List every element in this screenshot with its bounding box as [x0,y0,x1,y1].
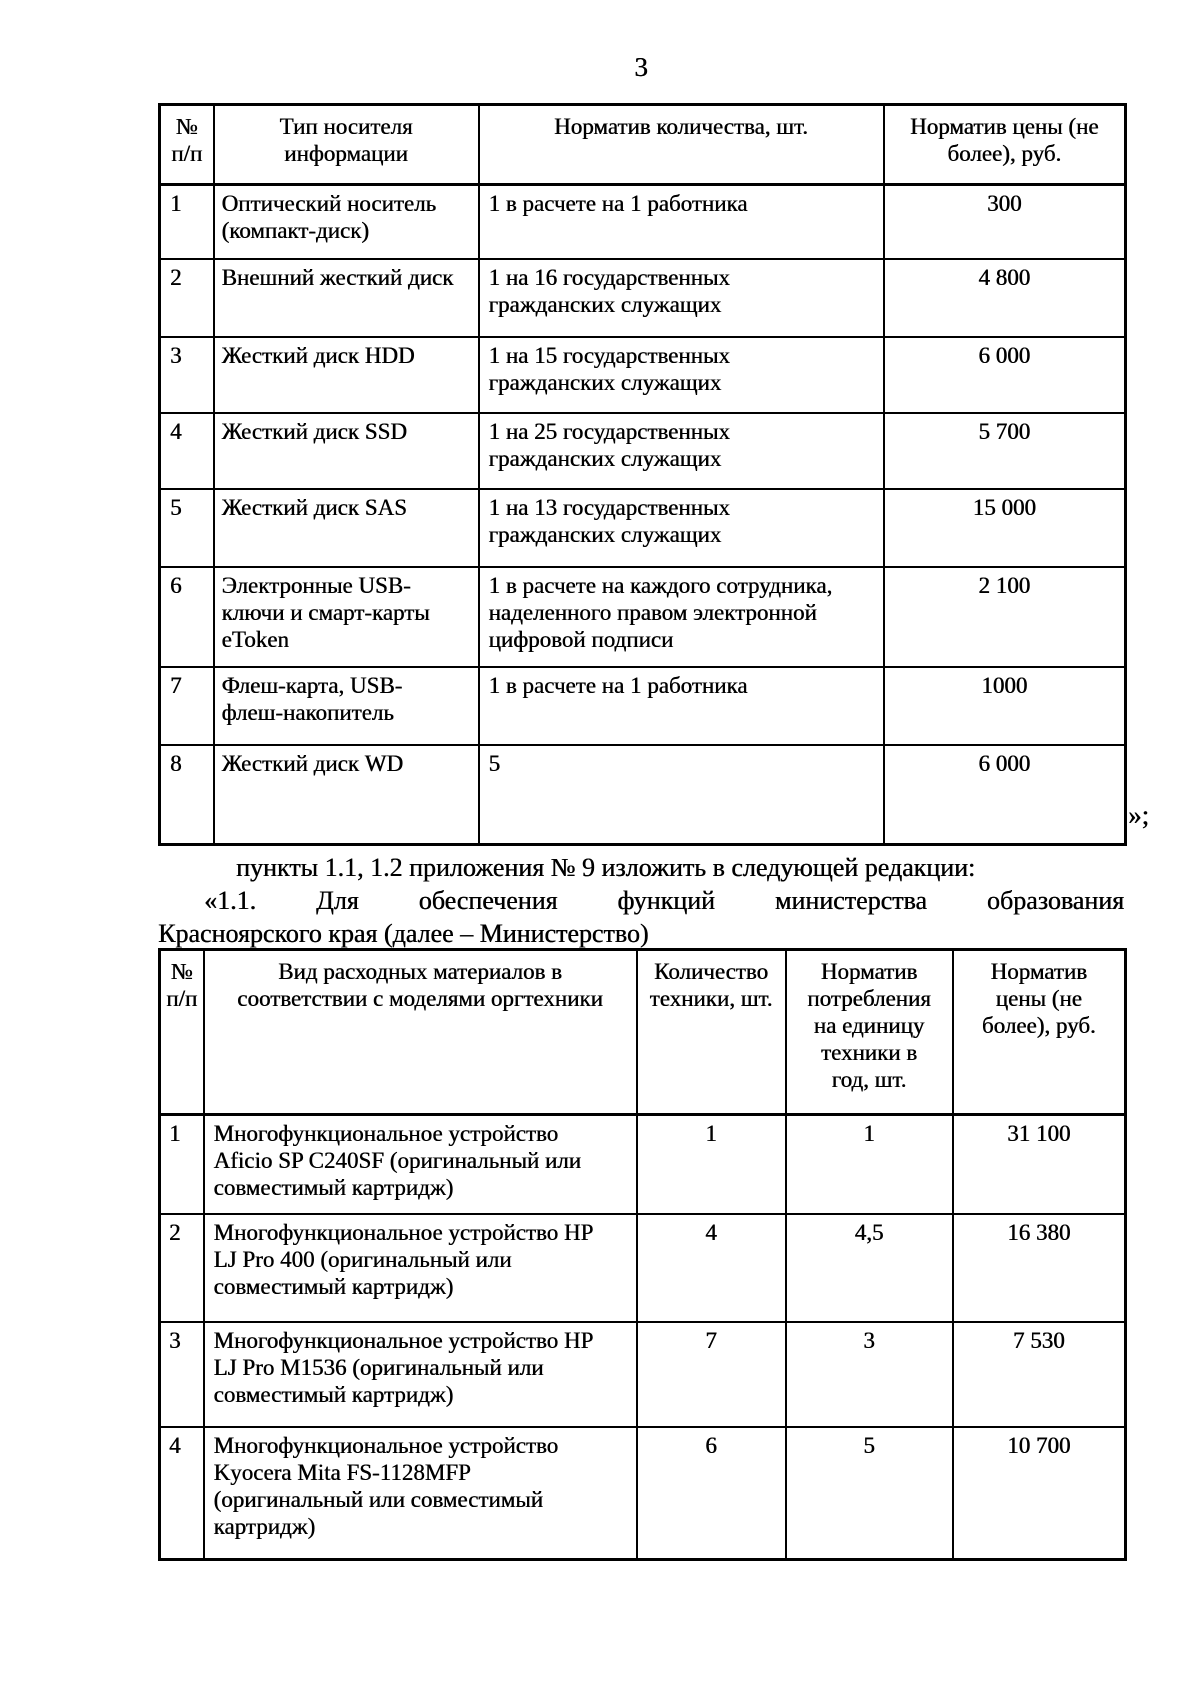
table-row: 7 Флеш-карта, USB- флеш-накопитель 1 в р… [158,665,1127,746]
price-standard-cell: 15 000 [882,487,1127,568]
clause-1-1-line: «1.1. Для обеспечения функций министерст… [204,886,1124,915]
col-header-media-type: Тип носителя информации [212,103,480,186]
table-row: 2 Многофункциональное устройство HP LJ P… [158,1212,1127,1323]
media-type-cell: Жесткий диск SAS [212,487,480,568]
media-type-cell: Внешний жесткий диск [212,257,480,338]
consumables-table-body: 1 Многофункциональное устройство Aficio … [158,1113,1127,1561]
col-header-consumption-standard: Норматив потребления на единицу техники … [784,948,954,1116]
col-header-price-standard: Норматив цены (не более), руб. [882,103,1127,186]
closing-quote-mark: »; [1128,800,1150,830]
media-type-cell: Электронные USB- ключи и смарт-карты eTo… [212,565,480,668]
page-number: 3 [634,52,648,82]
material-type-cell: Многофункциональное устройство HP LJ Pro… [202,1212,638,1323]
row-number-cell: 1 [158,183,215,260]
table-row: 4 Жесткий диск SSD 1 на 25 государственн… [158,411,1127,490]
quantity-standard-cell: 1 на 15 государственных гражданских служ… [477,335,885,414]
equipment-count-cell: 4 [635,1212,787,1323]
table-row: 3 Многофункциональное устройство HP LJ P… [158,1320,1127,1428]
quantity-standard-cell: 1 в расчете на 1 работника [477,183,885,260]
price-standard-cell: 1000 [882,665,1127,746]
row-number-cell: 2 [158,1212,205,1323]
clause-1-1-continuation-line: Красноярского края (далее – Министерство… [158,919,649,948]
media-standards-table: № п/п Тип носителя информации Норматив к… [158,103,1127,846]
table-row: 6 Электронные USB- ключи и смарт-карты e… [158,565,1127,668]
row-number-cell: 6 [158,565,215,668]
quantity-standard-cell: 5 [477,743,885,846]
consumption-standard-cell: 4,5 [784,1212,954,1323]
row-number-cell: 3 [158,335,215,414]
table-row: 1 Оптический носитель (компакт-диск) 1 в… [158,183,1127,260]
table-row: 1 Многофункциональное устройство Aficio … [158,1113,1127,1215]
row-number-cell: 5 [158,487,215,568]
media-table-body: 1 Оптический носитель (компакт-диск) 1 в… [158,183,1127,846]
table-row: 2 Внешний жесткий диск 1 на 16 государст… [158,257,1127,338]
price-standard-cell: 4 800 [882,257,1127,338]
col-header-row-number: № п/п [158,948,205,1116]
media-type-cell: Жесткий диск HDD [212,335,480,414]
price-standard-cell: 5 700 [882,411,1127,490]
row-number-cell: 3 [158,1320,205,1428]
price-standard-cell: 7 530 [951,1320,1127,1428]
media-type-cell: Жесткий диск WD [212,743,480,846]
price-standard-cell: 6 000 [882,743,1127,846]
row-number-cell: 4 [158,411,215,490]
col-header-row-number: № п/п [158,103,215,186]
row-number-cell: 8 [158,743,215,846]
consumables-standards-table: № п/п Вид расходных материалов в соответ… [158,948,1127,1561]
price-standard-cell: 31 100 [951,1113,1127,1215]
equipment-count-cell: 7 [635,1320,787,1428]
table-row: 3 Жесткий диск HDD 1 на 15 государственн… [158,335,1127,414]
table-row: 5 Жесткий диск SAS 1 на 13 государственн… [158,487,1127,568]
consumption-standard-cell: 1 [784,1113,954,1215]
header-row: № п/п Вид расходных материалов в соответ… [158,948,1127,1116]
quantity-standard-cell: 1 на 13 государственных гражданских служ… [477,487,885,568]
material-type-cell: Многофункциональное устройство Kyocera M… [202,1425,638,1561]
consumption-standard-cell: 5 [784,1425,954,1561]
quantity-standard-cell: 1 на 16 государственных гражданских служ… [477,257,885,338]
price-standard-cell: 16 380 [951,1212,1127,1323]
quantity-standard-cell: 1 в расчете на 1 работника [477,665,885,746]
quantity-standard-cell: 1 на 25 государственных гражданских служ… [477,411,885,490]
price-standard-cell: 2 100 [882,565,1127,668]
table-row: 8 Жесткий диск WD 5 6 000 [158,743,1127,846]
row-number-cell: 2 [158,257,215,338]
col-header-material-type: Вид расходных материалов в соответствии … [202,948,638,1116]
col-header-quantity-standard: Норматив количества, шт. [477,103,885,186]
price-standard-cell: 10 700 [951,1425,1127,1561]
table-row: 4 Многофункциональное устройство Kyocera… [158,1425,1127,1561]
media-type-cell: Флеш-карта, USB- флеш-накопитель [212,665,480,746]
row-number-cell: 4 [158,1425,205,1561]
col-header-price-standard: Норматив цены (не более), руб. [951,948,1127,1116]
price-standard-cell: 6 000 [882,335,1127,414]
col-header-equipment-count: Количество техники, шт. [635,948,787,1116]
equipment-count-cell: 1 [635,1113,787,1215]
material-type-cell: Многофункциональное устройство HP LJ Pro… [202,1320,638,1428]
row-number-cell: 7 [158,665,215,746]
consumables-table-header: № п/п Вид расходных материалов в соответ… [158,948,1127,1116]
amendment-intro-line: пункты 1.1, 1.2 приложения № 9 изложить … [236,853,976,882]
material-type-cell: Многофункциональное устройство Aficio SP… [202,1113,638,1215]
header-row: № п/п Тип носителя информации Норматив к… [158,103,1127,186]
media-table-header: № п/п Тип носителя информации Норматив к… [158,103,1127,186]
quantity-standard-cell: 1 в расчете на каждого сотрудника, надел… [477,565,885,668]
media-type-cell: Оптический носитель (компакт-диск) [212,183,480,260]
consumption-standard-cell: 3 [784,1320,954,1428]
row-number-cell: 1 [158,1113,205,1215]
price-standard-cell: 300 [882,183,1127,260]
media-type-cell: Жесткий диск SSD [212,411,480,490]
equipment-count-cell: 6 [635,1425,787,1561]
